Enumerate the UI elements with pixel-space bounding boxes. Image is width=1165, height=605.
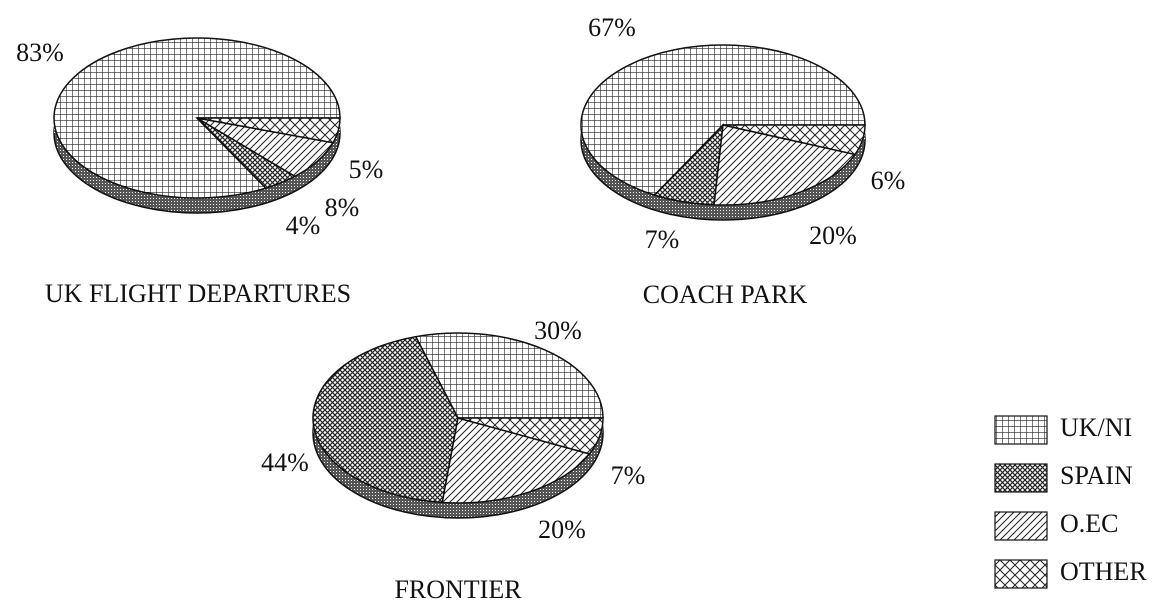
pie-slice xyxy=(580,44,866,196)
pie-title: FRONTIER xyxy=(394,575,522,604)
value-label: 5% xyxy=(349,155,384,184)
value-label: 8% xyxy=(325,193,360,222)
value-label: 30% xyxy=(534,316,582,345)
pie-title: COACH PARK xyxy=(643,280,808,309)
legend-label: SPAIN xyxy=(1060,461,1133,490)
pie-slice xyxy=(414,332,604,419)
value-label: 44% xyxy=(261,448,309,477)
value-label: 4% xyxy=(286,211,321,240)
legend-label: OTHER xyxy=(1060,557,1147,586)
value-label: 7% xyxy=(645,225,680,254)
value-label: 20% xyxy=(809,221,857,250)
pie-slice xyxy=(713,124,857,206)
legend-swatch xyxy=(994,511,1048,541)
pie-slice xyxy=(196,117,341,144)
pie-slice xyxy=(722,124,866,156)
legend-label: O.EC xyxy=(1060,509,1119,538)
value-label: 7% xyxy=(611,461,646,490)
legend-swatch xyxy=(994,463,1048,493)
value-label: 6% xyxy=(871,166,906,195)
value-label: 20% xyxy=(538,515,586,544)
value-label: 67% xyxy=(588,13,636,42)
pie-title: UK FLIGHT DEPARTURES xyxy=(45,279,351,308)
legend-label: UK/NI xyxy=(1060,413,1132,442)
legend-swatch xyxy=(994,415,1048,445)
value-label: 83% xyxy=(16,38,64,67)
pie-slice xyxy=(441,417,591,504)
pie-slice xyxy=(312,335,459,504)
pie-slice xyxy=(457,417,604,455)
legend-swatch xyxy=(994,559,1048,589)
